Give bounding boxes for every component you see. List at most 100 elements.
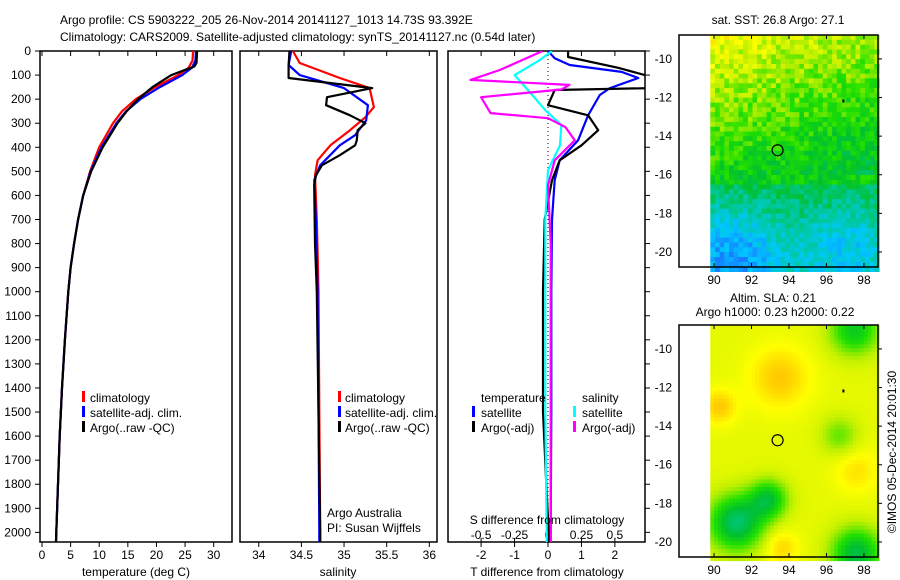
map-cell <box>729 355 734 361</box>
map-cell <box>815 386 820 392</box>
map-cell <box>729 68 735 75</box>
map-cell <box>834 452 839 457</box>
map-cell <box>796 348 801 353</box>
map-cell <box>819 518 824 523</box>
map-cell <box>719 39 725 46</box>
map-cell <box>781 452 786 457</box>
map-cell <box>837 375 842 380</box>
map-cell <box>714 328 719 334</box>
depth-tick-label: 100 <box>11 68 31 82</box>
map-cell <box>710 529 715 535</box>
map-cell <box>740 386 745 392</box>
map-cell <box>766 88 772 94</box>
map-cell <box>725 464 730 469</box>
map-cell <box>849 344 854 349</box>
map-cell <box>841 529 846 535</box>
map-cell <box>747 150 754 157</box>
map-cell <box>780 160 786 166</box>
map-cell <box>747 35 754 41</box>
map-cell <box>800 514 805 519</box>
map-cell <box>832 83 838 89</box>
map-cell <box>757 54 763 60</box>
map-cell <box>714 379 719 384</box>
map-cell <box>819 340 824 345</box>
map-cell <box>792 390 797 396</box>
map-cell <box>738 179 744 186</box>
map-cell <box>804 444 809 450</box>
map-cell <box>789 325 794 330</box>
map-cell <box>743 174 749 181</box>
map-cell <box>841 59 847 65</box>
map-cell <box>744 371 749 376</box>
map-cell <box>789 54 796 60</box>
map-cell <box>864 218 871 224</box>
map-cell <box>800 552 805 558</box>
map-cell <box>811 417 816 423</box>
map-cell <box>714 460 719 465</box>
map-cell <box>808 203 814 210</box>
map-cell <box>871 375 876 380</box>
map-cell <box>867 436 872 442</box>
map-cell <box>849 390 854 396</box>
map-cell <box>855 199 861 205</box>
map-cell <box>849 452 854 457</box>
map-cell <box>822 102 828 108</box>
map-cell <box>770 494 775 500</box>
map-cell <box>813 237 819 244</box>
map-cell <box>849 498 854 504</box>
map-cell <box>759 348 764 353</box>
map-cell <box>771 117 777 123</box>
map-cell <box>747 107 754 113</box>
map-cell <box>747 83 754 89</box>
map-cell <box>841 456 846 461</box>
map-cell <box>815 456 820 461</box>
map-cell <box>729 92 735 99</box>
map-cell <box>804 510 809 515</box>
map-cell <box>781 328 786 334</box>
map-cell <box>794 102 800 108</box>
lon-tick-label: 90 <box>707 563 721 577</box>
map-cell <box>811 491 816 496</box>
map-cell <box>757 170 763 176</box>
map-cell <box>744 390 749 396</box>
map-cell <box>766 54 772 60</box>
map-cell <box>864 78 871 84</box>
map-cell <box>744 541 749 546</box>
map-cell <box>830 494 835 500</box>
map-cell <box>747 49 754 55</box>
map-cell <box>837 483 842 488</box>
map-cell <box>789 390 794 396</box>
map-cell <box>818 73 824 79</box>
map-cell <box>841 406 846 411</box>
map-cell <box>818 189 824 195</box>
map-cell <box>856 541 861 546</box>
map-cell <box>762 506 768 511</box>
map-cell <box>849 460 854 465</box>
map-cell <box>771 88 777 94</box>
map-cell <box>871 433 876 438</box>
map-cell <box>794 112 800 118</box>
map-cell <box>794 237 800 244</box>
map-cell <box>846 44 852 51</box>
map-cell <box>789 68 796 75</box>
map-cell <box>710 367 715 372</box>
map-cell <box>834 525 839 531</box>
map-cell <box>710 491 715 496</box>
map-cell <box>850 213 857 219</box>
map-cell <box>751 332 756 338</box>
map-cell <box>841 483 846 488</box>
map-cell <box>751 436 756 442</box>
map-cell <box>860 49 866 55</box>
map-cell <box>747 348 753 353</box>
map-cell <box>834 514 839 519</box>
map-cell <box>837 537 842 542</box>
map-cell <box>841 160 847 166</box>
map-cell <box>822 223 828 229</box>
map-cell <box>747 117 754 123</box>
map-cell <box>785 336 790 342</box>
map-cell <box>715 39 721 46</box>
map-cell <box>837 352 842 357</box>
map-cell <box>874 194 880 200</box>
map-cell <box>863 355 869 361</box>
map-cell <box>714 518 719 523</box>
